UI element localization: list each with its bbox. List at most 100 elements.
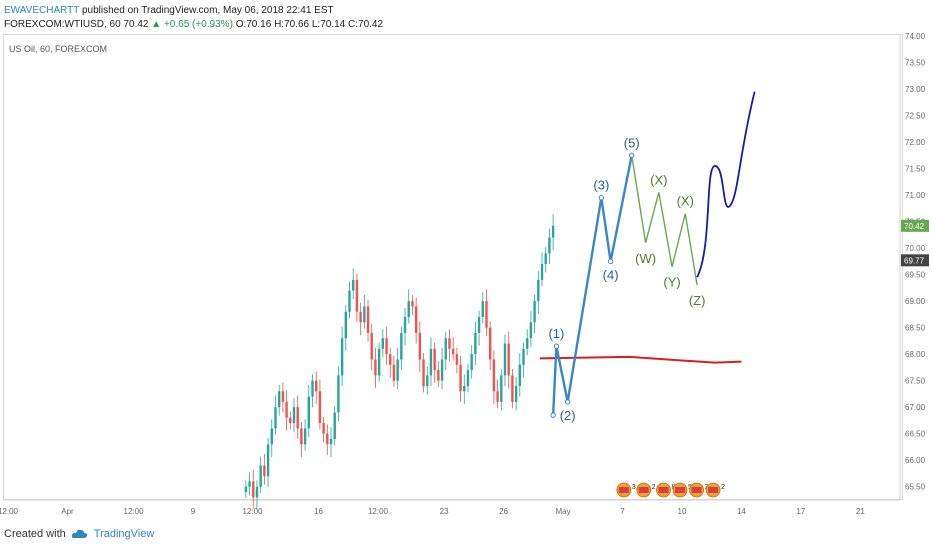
y-tick-label: 71.00	[905, 191, 926, 200]
candle-body	[340, 338, 344, 376]
x-tick-label: 7	[620, 507, 625, 516]
candle-body	[488, 327, 492, 360]
candle-body	[533, 301, 536, 323]
high-value: 70.66	[284, 19, 310, 30]
corrective-wave-label: (X)	[650, 172, 667, 187]
candle-body	[381, 338, 385, 349]
last-price: 70.42	[123, 19, 149, 30]
candle-body	[300, 428, 303, 445]
candle-body	[459, 364, 462, 392]
x-tick-label: 14	[737, 507, 746, 516]
candle-body	[252, 481, 255, 498]
x-tick-label: 26	[499, 507, 508, 516]
candle-body	[344, 311, 348, 339]
candle-body	[518, 364, 521, 386]
candle-body	[255, 486, 259, 498]
candle-body	[329, 439, 333, 445]
y-tick-label: 69.00	[905, 297, 926, 306]
y-tick-label: 66.50	[905, 430, 926, 439]
corrective-wave-label: (W)	[635, 251, 656, 266]
impulse-wave-line	[551, 155, 633, 416]
candle-body	[244, 486, 248, 493]
y-tick-label: 71.50	[905, 165, 926, 174]
y-tick-label: 73.50	[905, 59, 926, 68]
projection-path	[696, 91, 756, 278]
flag-icon	[675, 487, 686, 493]
candle-body	[400, 332, 403, 360]
candle-body	[263, 465, 266, 477]
y-tick-label: 68.00	[905, 350, 926, 359]
corrective-wave-line	[631, 155, 698, 286]
wave-node	[553, 343, 560, 349]
low-label: L:	[311, 19, 321, 30]
candle-body	[433, 348, 436, 371]
publish-header: EWAVECHARTT published on TradingView.com…	[4, 5, 334, 16]
candle-body	[303, 428, 307, 445]
candle-body	[311, 380, 314, 397]
candle-body	[455, 354, 459, 365]
y-tick-label: 67.00	[905, 403, 926, 412]
candle-body	[440, 359, 444, 381]
candle-body	[525, 338, 529, 349]
candle-body	[496, 391, 499, 402]
quote-bar: FOREXCOM:WTIUSD, 60 70.42 ▲ +0.65 (+0.93…	[4, 19, 383, 30]
candle-body	[396, 359, 399, 381]
candle-body	[377, 348, 381, 376]
candle-body	[352, 279, 355, 291]
symbol-label: FOREXCOM:WTIUSD, 60	[4, 19, 121, 30]
candle-body	[481, 301, 484, 318]
candle-body	[429, 348, 433, 376]
close-value: 70.42	[358, 19, 384, 30]
candle-body	[307, 396, 310, 429]
candle-body	[500, 375, 503, 402]
y-tick-label: 65.50	[905, 483, 926, 492]
open-value: 70.16	[246, 19, 272, 30]
candle-body	[270, 428, 273, 445]
candle-body	[355, 279, 359, 312]
candle-body	[503, 343, 507, 376]
candle-body	[374, 359, 377, 376]
candle-body	[470, 354, 473, 371]
candle-body	[281, 391, 285, 402]
wave-node	[564, 399, 571, 405]
candle-body	[266, 444, 270, 477]
candle-body	[514, 385, 518, 402]
x-tick-label: 12:00	[242, 507, 263, 516]
event-count: 2	[652, 484, 656, 491]
price-badge-label: 70.42	[904, 222, 925, 231]
price-badge	[901, 254, 929, 267]
x-tick-label: 12:00	[0, 507, 19, 516]
candle-body	[337, 375, 340, 413]
footer: Created with TradingView	[4, 528, 154, 540]
candle-body	[318, 391, 322, 424]
corrective-wave-label: (Y)	[663, 275, 680, 290]
x-tick-label: 12:00	[368, 507, 389, 516]
y-tick-label: 68.50	[905, 324, 926, 333]
event-count: 3	[632, 484, 636, 491]
x-tick-label: 12:00	[124, 507, 145, 516]
tradingview-brand[interactable]: TradingView	[93, 528, 155, 540]
candle-body	[385, 338, 388, 355]
y-tick-label: 67.50	[905, 377, 926, 386]
y-tick-label: 73.00	[905, 85, 926, 94]
wave-node	[607, 258, 614, 265]
created-with-label: Created with	[4, 528, 66, 540]
candle-body	[389, 354, 392, 365]
price-badge	[901, 219, 929, 232]
x-tick-label: Apr	[61, 507, 74, 516]
price-badge-label: 69.77	[904, 256, 925, 265]
flag-icon	[618, 487, 629, 493]
candle-body	[477, 317, 481, 333]
candle-body	[277, 391, 281, 408]
candle-body	[370, 332, 373, 360]
open-label: O:	[235, 19, 247, 30]
candle-body	[466, 370, 470, 386]
high-label: H:	[274, 19, 285, 30]
author-link[interactable]: EWAVECHARTT	[4, 5, 80, 16]
corrective-wave-label: (X)	[677, 194, 694, 209]
x-tick-label: 21	[856, 507, 865, 516]
candle-body	[448, 338, 451, 349]
close-label: C:	[348, 19, 359, 30]
y-tick-label: 70.00	[905, 244, 926, 253]
